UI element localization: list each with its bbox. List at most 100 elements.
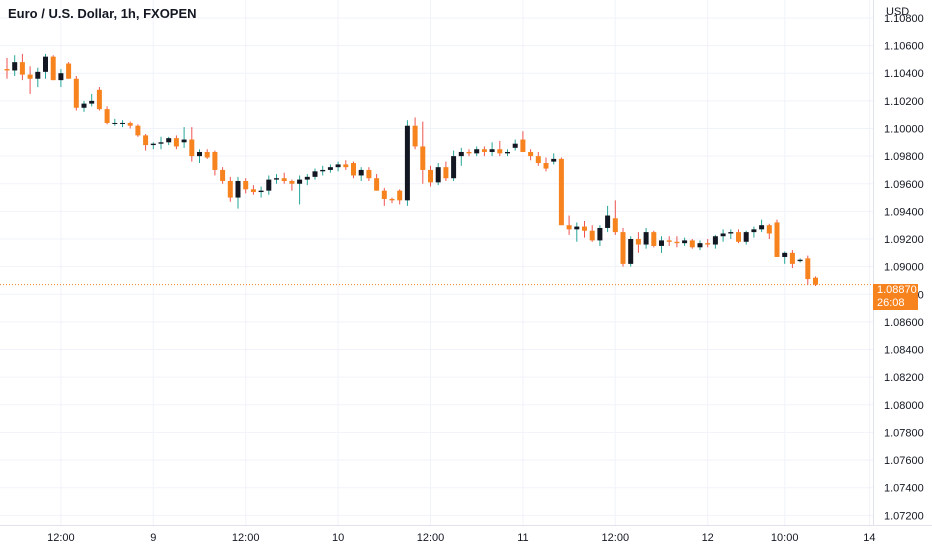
candle-body <box>258 190 264 193</box>
candle <box>96 87 102 111</box>
candle-body <box>320 169 326 172</box>
candle <box>66 62 72 79</box>
price-axis[interactable]: 1.10800 1.10600 1.10400 1.10200 1.10000 1.098… <box>884 13 924 522</box>
candle-body <box>12 62 18 71</box>
candle <box>397 189 403 205</box>
candle <box>766 223 772 240</box>
candle <box>628 236 634 267</box>
candle-body <box>104 109 110 123</box>
candle <box>297 175 303 205</box>
last-price-badge: 1.08870 26:08 <box>873 284 918 310</box>
candle <box>189 127 195 162</box>
candle <box>351 161 356 179</box>
candle <box>143 134 149 151</box>
candle-body <box>389 198 395 201</box>
candle <box>227 176 233 202</box>
candle <box>320 165 326 176</box>
candle <box>728 229 734 240</box>
candle <box>204 149 210 159</box>
candle-body <box>89 100 95 104</box>
candle <box>705 239 711 248</box>
candle-body <box>19 62 25 75</box>
candle-body <box>558 158 564 226</box>
candle-body <box>481 149 487 152</box>
candle-body <box>535 156 541 164</box>
candle <box>120 120 125 128</box>
candle <box>697 240 703 251</box>
time-axis[interactable]: 12:00 9 12:00 10 12:00 11 12:00 12 10:00 14 <box>47 532 875 544</box>
candle <box>443 161 449 181</box>
y-tick-label: 1.10000 <box>884 123 924 135</box>
y-tick-label: 1.08600 <box>884 317 924 329</box>
candle-body <box>458 151 464 157</box>
x-tick-label: 12:00 <box>602 532 630 544</box>
candle <box>666 236 672 246</box>
y-tick-label: 1.09600 <box>884 179 924 191</box>
candle <box>774 219 780 257</box>
candle-body <box>351 163 356 176</box>
candle-body <box>335 164 341 168</box>
candle-body <box>474 149 480 154</box>
candle <box>4 58 10 79</box>
candle <box>651 230 657 248</box>
x-tick-label: 10:00 <box>771 532 799 544</box>
y-tick-label: 1.08000 <box>884 400 924 412</box>
candle <box>574 222 580 242</box>
candle-body <box>489 149 495 152</box>
candle <box>304 174 310 186</box>
candle <box>19 53 25 81</box>
candle-body <box>181 139 187 143</box>
candle <box>635 232 641 253</box>
y-tick-label: 1.09200 <box>884 234 924 246</box>
candle-body <box>96 89 102 110</box>
candle-body <box>597 227 603 241</box>
candle <box>335 161 341 172</box>
candle <box>589 225 595 242</box>
bar-countdown: 26:08 <box>877 297 905 309</box>
candle-body <box>620 232 626 264</box>
candle-body <box>682 240 688 244</box>
candle-body <box>712 236 718 245</box>
y-tick-label: 1.07400 <box>884 483 924 495</box>
candle-body <box>27 74 33 79</box>
candles <box>4 53 818 286</box>
candle-body <box>759 225 765 230</box>
candle <box>451 150 457 181</box>
candle <box>366 167 372 181</box>
candle <box>312 168 318 180</box>
candle-body <box>120 122 125 124</box>
candle <box>505 149 510 157</box>
candle-body <box>659 240 664 246</box>
candle <box>605 205 611 233</box>
candle-body <box>782 252 788 257</box>
last-price-value: 1.08870 <box>877 284 917 296</box>
candle <box>274 174 279 184</box>
candle-body <box>127 122 133 126</box>
candle <box>674 236 680 248</box>
candle <box>43 53 48 79</box>
candle-body <box>728 232 734 234</box>
candle-body <box>327 167 333 170</box>
candle <box>327 164 333 173</box>
candle-body <box>397 190 403 201</box>
candle <box>404 120 410 206</box>
candle <box>435 163 441 186</box>
candle-body <box>797 259 803 262</box>
candle <box>104 106 110 125</box>
y-tick-label: 1.07600 <box>884 455 924 467</box>
candle-body <box>705 243 711 245</box>
candle-body <box>81 103 87 108</box>
y-tick-label: 1.08400 <box>884 345 924 357</box>
candle <box>374 174 380 191</box>
candle <box>135 124 141 137</box>
candle <box>582 221 587 238</box>
candle-body <box>297 179 303 184</box>
candle <box>212 150 218 176</box>
y-tick-label: 1.09800 <box>884 151 924 163</box>
candle <box>127 121 133 129</box>
candle <box>566 215 572 235</box>
candle <box>458 147 464 166</box>
candle-body <box>643 232 649 245</box>
candle-body <box>227 180 233 198</box>
candle-body <box>628 239 634 264</box>
